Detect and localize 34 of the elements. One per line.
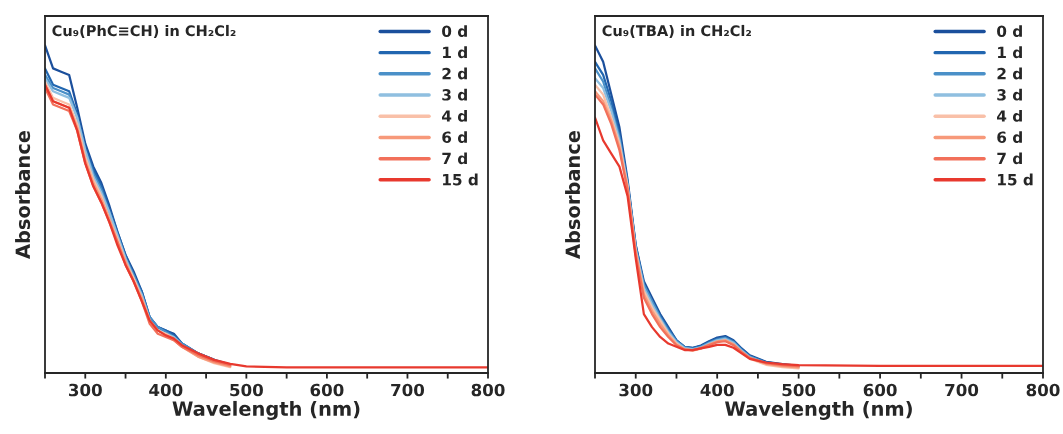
x-tick-label: 800	[1026, 383, 1060, 397]
x-tick-label: 500	[782, 383, 816, 397]
legend-label: 2 d	[997, 67, 1022, 80]
legend-label: 1 d	[443, 46, 467, 59]
legend-label: 15 d	[443, 173, 478, 186]
x-tick-label: 600	[310, 383, 344, 397]
x-tick-label: 400	[700, 383, 734, 397]
legend-label: 6 d	[997, 131, 1022, 144]
x-tick-label: 500	[230, 383, 263, 397]
x-tick-label: 300	[68, 383, 102, 397]
legend-label: 0 d	[442, 25, 467, 37]
legend-label: 6 d	[442, 131, 467, 144]
x-tick-label: 600	[863, 383, 897, 397]
legend-label: 3 d	[442, 88, 467, 101]
chart-title: Cu₉(TBA) in CH₂Cl₂	[602, 24, 751, 38]
x-axis-title: Wavelength (nm)	[725, 400, 912, 420]
x-tick-label: 700	[945, 383, 979, 397]
legend-label: 4 d	[442, 109, 467, 122]
legend-label: 4 d	[997, 109, 1022, 122]
x-tick-label: 400	[149, 383, 183, 397]
legend-label: 3 d	[997, 88, 1022, 101]
x-tick-label: 300	[619, 383, 653, 397]
legend-label: 2 d	[442, 67, 467, 80]
chart-title: Cu₉(PhC≡CH) in CH₂Cl₂	[52, 24, 236, 38]
legend-label: 7 d	[997, 152, 1022, 165]
legend-label: 15 d	[998, 173, 1033, 186]
y-axis-title: Absorbance	[565, 130, 581, 259]
x-tick-label: 700	[391, 383, 425, 397]
legend-label: 1 d	[998, 46, 1022, 59]
x-tick-label: 800	[471, 383, 505, 397]
y-axis-title: Absorbance	[15, 130, 31, 259]
x-axis-title: Wavelength (nm)	[172, 400, 360, 420]
legend-label: 0 d	[997, 25, 1022, 37]
legend-label: 7 d	[442, 152, 467, 165]
